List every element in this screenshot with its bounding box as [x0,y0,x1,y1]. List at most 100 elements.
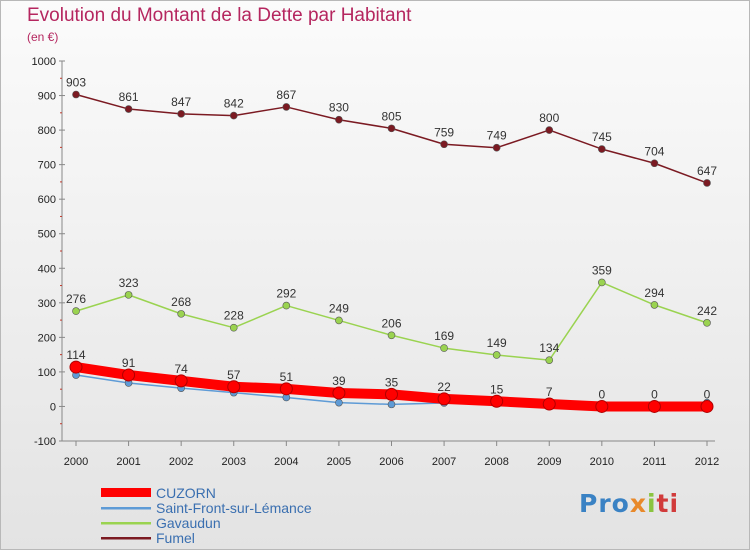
y-tick-label: -100 [34,436,56,448]
y-tick-label: 100 [38,367,56,379]
data-point [227,380,241,394]
data-point [387,400,396,409]
data-point [598,278,606,287]
data-label: 7 [546,385,553,399]
data-point [177,110,185,118]
data-label: 830 [329,101,349,115]
data-label: 805 [381,109,401,123]
data-point [492,143,501,152]
y-tick-label: 300 [38,298,56,310]
data-point [385,387,398,401]
data-point [335,115,343,124]
legend-label: Saint-Front-sur-Lémance [156,500,312,516]
data-point [229,111,238,120]
data-label: 647 [697,164,717,178]
data-label: 51 [280,370,294,384]
x-tick-label: 2004 [274,456,298,468]
chart-title: Evolution du Montant de la Dette par Hab… [27,5,412,26]
data-point [387,331,396,340]
data-point [647,399,661,413]
data-point [598,145,606,153]
data-labels: 903 861 847 842 867 830 805 759 749 800 745 704 647 2… [66,76,717,402]
data-point [440,344,448,352]
data-label: 249 [329,301,349,315]
data-label: 206 [381,316,401,330]
data-point [542,397,556,411]
data-label: 292 [276,287,296,301]
data-point [703,179,711,187]
legend-swatch [101,522,151,525]
x-tick-label: 2009 [537,456,561,468]
data-point [650,301,659,309]
logo-part: ti [656,489,680,518]
data-point [279,382,293,396]
data-point [703,319,711,327]
data-label: 114 [66,348,85,362]
y-tick-label: 600 [38,194,56,206]
data-point [332,386,346,400]
data-label: 294 [644,286,664,300]
legend-swatch [101,537,151,540]
data-label: 149 [487,336,507,350]
data-label: 74 [174,362,188,376]
x-tick-label: 2000 [64,456,88,468]
data-label: 903 [66,76,86,90]
data-point [335,316,343,325]
data-label: 57 [227,368,241,382]
data-label: 847 [171,95,191,109]
data-point [69,360,83,374]
y-tick-label: 800 [38,125,56,137]
data-point [282,103,291,111]
data-label: 22 [437,380,451,394]
data-label: 704 [644,144,664,158]
data-point [177,310,185,318]
logo-part: i [646,489,657,518]
data-label: 0 [598,387,605,401]
data-label: 15 [490,382,504,396]
data-point [700,399,714,413]
data-point [282,301,291,310]
x-tick-label: 2008 [484,456,508,468]
legend-label: CUZORN [156,485,216,501]
data-label: 0 [651,387,658,401]
data-point [490,394,504,408]
data-label: 0 [704,387,711,401]
y-tick-label: 900 [38,91,56,103]
data-label: 745 [592,130,612,144]
series-lines [69,90,714,413]
data-label: 35 [385,375,399,389]
data-label: 800 [539,111,559,125]
chart-unit-label: (en €) [27,30,59,44]
data-label: 359 [592,263,612,277]
legend-swatch [101,507,151,510]
y-tick-label: 1000 [32,56,56,68]
data-label: 861 [119,90,139,104]
data-point [545,356,554,364]
data-label: 134 [539,341,559,355]
y-tick-label: 0 [50,401,56,413]
data-point [440,140,448,149]
data-point [595,399,609,413]
data-label: 276 [66,292,86,306]
data-point [387,124,396,133]
legend-swatch [101,488,151,497]
data-point [492,351,501,359]
data-point [72,90,80,99]
x-tick-label: 2011 [643,456,667,468]
y-tick-label: 700 [38,160,56,172]
data-label: 39 [332,374,346,388]
x-tick-label: 2001 [116,456,140,468]
x-tick-label: 2003 [222,456,246,468]
data-label: 759 [434,125,454,139]
x-tick-label: 2006 [379,456,403,468]
data-point [174,374,188,388]
data-label: 268 [171,295,191,309]
data-label: 749 [487,129,507,143]
data-point [124,291,133,299]
legend-label: Gavaudun [156,515,221,531]
data-point [124,105,133,113]
logo-part: Pro [579,489,630,518]
data-label: 842 [224,97,244,111]
